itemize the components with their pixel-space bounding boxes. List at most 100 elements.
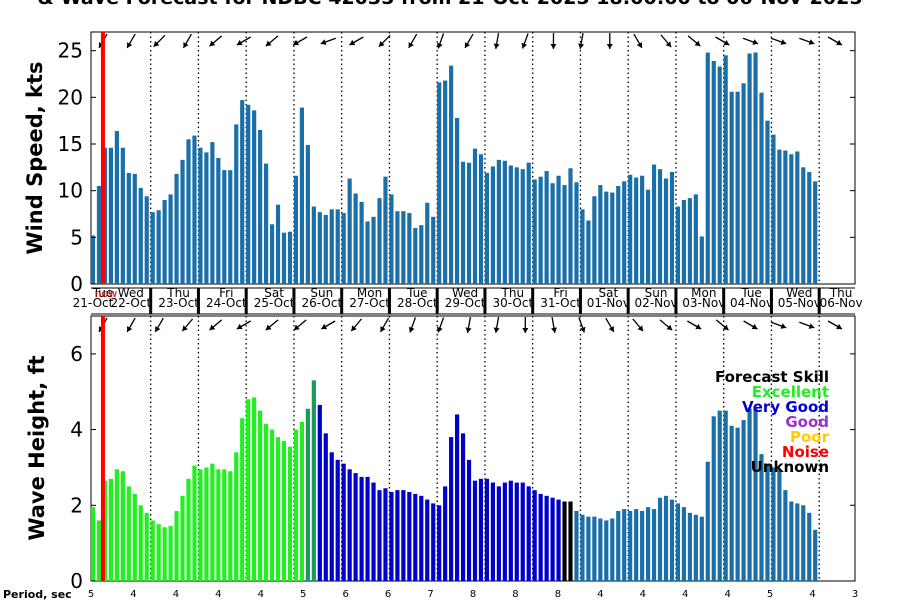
wave-direction-arrows xyxy=(98,317,843,333)
wind-bar xyxy=(240,100,245,284)
wave-bar xyxy=(365,476,370,581)
wave-y-tick-label: 0 xyxy=(70,569,83,593)
legend-entry: Excellent xyxy=(752,383,829,401)
day-name-label: Sat xyxy=(598,286,618,300)
wave-bar xyxy=(610,518,615,581)
wave-bar xyxy=(126,486,131,581)
wave-bar xyxy=(807,512,812,581)
wave-bar xyxy=(717,410,722,581)
wave-bar xyxy=(675,503,681,581)
period-tick-label: 5 xyxy=(88,589,94,600)
wind-bar xyxy=(269,224,275,284)
wave-bar xyxy=(711,416,716,581)
wind-bar xyxy=(699,236,704,284)
wind-direction-arrow xyxy=(236,36,252,46)
wave-bar xyxy=(413,493,418,581)
wind-bar xyxy=(592,196,597,284)
wind-y-label: Wind Speed, kts xyxy=(23,61,47,254)
wind-direction-arrow xyxy=(408,33,418,49)
wave-direction-arrow xyxy=(493,317,500,333)
wave-bar xyxy=(383,488,388,581)
wave-direction-arrow xyxy=(437,317,445,333)
wave-bar xyxy=(204,467,209,581)
wind-bar xyxy=(801,167,806,284)
day-name-label: Mon xyxy=(691,286,716,300)
wave-bar xyxy=(419,495,424,581)
day-name-label: Thu xyxy=(829,286,853,300)
day-name-label: Wed xyxy=(452,286,478,300)
wind-bar xyxy=(407,213,412,284)
wave-bar xyxy=(317,404,322,581)
wave-bar xyxy=(234,452,239,581)
day-separator xyxy=(531,288,535,314)
wind-bar xyxy=(729,91,734,284)
day-separator xyxy=(626,288,630,314)
period-tick-label: 4 xyxy=(130,589,136,600)
wave-y-ticks: 0 2 4 6 xyxy=(70,342,855,593)
legend-title: Forecast Skill xyxy=(715,368,829,386)
wave-bar xyxy=(538,493,543,581)
wind-bar xyxy=(771,134,776,284)
wind-bar xyxy=(90,235,96,284)
wave-bar xyxy=(150,520,155,581)
wind-direction-arrow xyxy=(126,33,136,49)
day-date-label: 21-Oct xyxy=(73,296,114,310)
day-date-label: 25-Oct xyxy=(254,296,295,310)
day-name-label: Fri xyxy=(219,286,233,300)
wind-bar xyxy=(472,148,478,284)
wave-direction-arrow xyxy=(236,320,252,330)
wave-bar xyxy=(108,478,113,581)
wind-bar xyxy=(795,151,800,284)
wind-bar xyxy=(544,171,549,284)
wave-bar xyxy=(431,503,436,581)
wind-bar xyxy=(610,192,615,284)
day-name-label: Tue xyxy=(92,286,114,300)
wave-bar xyxy=(699,516,704,581)
wind-bar xyxy=(496,159,501,284)
wave-bar xyxy=(771,467,776,581)
wind-direction-arrow xyxy=(687,35,701,47)
wind-bar xyxy=(156,210,161,284)
wind-direction-arrow xyxy=(320,37,336,45)
wind-bar xyxy=(335,209,340,284)
wind-y-tick-label: 20 xyxy=(58,85,83,109)
wave-bar xyxy=(640,510,645,581)
wind-bar xyxy=(126,172,131,284)
day-separator xyxy=(769,288,773,314)
wave-bar xyxy=(198,469,203,581)
period-tick-label: 7 xyxy=(427,589,433,600)
day-date-label: 04-Nov xyxy=(730,296,773,310)
day-separator xyxy=(244,288,248,314)
wave-direction-arrow xyxy=(743,320,758,330)
wind-bar xyxy=(252,110,257,285)
period-tick-label: 5 xyxy=(767,589,773,600)
wind-bar xyxy=(419,225,424,284)
wind-bar xyxy=(598,185,603,284)
wave-bar xyxy=(693,514,698,581)
wind-bar xyxy=(526,162,531,284)
wave-panel: 0 2 4 6 Wave Height, ft Forecast SkillExcel… xyxy=(25,315,856,593)
wave-bar xyxy=(389,492,394,581)
wave-direction-arrow xyxy=(209,319,223,331)
wind-bar xyxy=(204,152,209,284)
wind-bar xyxy=(675,206,681,284)
wave-direction-arrow xyxy=(293,319,307,331)
wave-direction-arrow xyxy=(686,320,702,330)
wave-direction-arrow xyxy=(408,317,417,333)
wind-bar xyxy=(562,185,567,284)
day-name-label: Sun xyxy=(645,286,668,300)
wave-bar xyxy=(425,499,430,581)
wind-bar xyxy=(455,117,460,284)
wave-bar xyxy=(437,505,442,581)
wind-bar xyxy=(323,214,328,284)
wind-bar xyxy=(437,82,442,285)
wave-bar xyxy=(526,486,531,581)
wave-bar xyxy=(466,459,472,581)
period-tick-label: 6 xyxy=(385,589,391,600)
wave-bar xyxy=(502,482,507,581)
day-name-label: Thu xyxy=(166,286,190,300)
wave-direction-arrow xyxy=(522,317,529,333)
now-label: now xyxy=(95,287,118,300)
wind-y-tick-label: 15 xyxy=(58,132,83,156)
wind-bar xyxy=(216,158,221,284)
